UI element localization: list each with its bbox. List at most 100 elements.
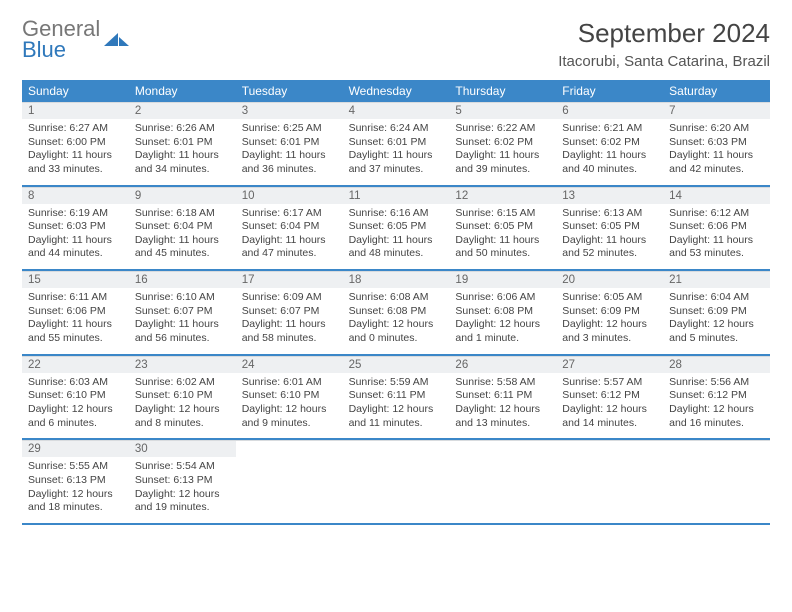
day-cell: Sunrise: 6:22 AMSunset: 6:02 PMDaylight:…: [449, 119, 556, 185]
day-number: 9: [129, 188, 236, 204]
sunrise-line: Sunrise: 5:59 AM: [349, 376, 444, 390]
sunset-line: Sunset: 6:13 PM: [28, 474, 123, 488]
day-number: 20: [556, 272, 663, 288]
sunrise-line: Sunrise: 6:17 AM: [242, 207, 337, 221]
daylight-line: Daylight: 12 hours and 0 minutes.: [349, 318, 444, 345]
day-cell: Sunrise: 6:19 AMSunset: 6:03 PMDaylight:…: [22, 204, 129, 270]
sunrise-line: Sunrise: 5:57 AM: [562, 376, 657, 390]
sunrise-line: Sunrise: 6:08 AM: [349, 291, 444, 305]
sunset-line: Sunset: 6:09 PM: [669, 305, 764, 319]
daylight-line: Daylight: 11 hours and 39 minutes.: [455, 149, 550, 176]
daylight-line: Daylight: 12 hours and 9 minutes.: [242, 403, 337, 430]
logo-word-2: Blue: [22, 39, 100, 61]
day-cell: Sunrise: 6:15 AMSunset: 6:05 PMDaylight:…: [449, 204, 556, 270]
day-number: 23: [129, 357, 236, 373]
sunrise-line: Sunrise: 6:25 AM: [242, 122, 337, 136]
day-cell: Sunrise: 6:13 AMSunset: 6:05 PMDaylight:…: [556, 204, 663, 270]
day-number: 11: [343, 188, 450, 204]
day-cell: Sunrise: 6:04 AMSunset: 6:09 PMDaylight:…: [663, 288, 770, 354]
sunrise-line: Sunrise: 6:12 AM: [669, 207, 764, 221]
weekday-col: Tuesday: [236, 80, 343, 102]
daylight-line: Daylight: 12 hours and 16 minutes.: [669, 403, 764, 430]
sunset-line: Sunset: 6:05 PM: [349, 220, 444, 234]
daylight-line: Daylight: 11 hours and 40 minutes.: [562, 149, 657, 176]
day-cell: Sunrise: 6:20 AMSunset: 6:03 PMDaylight:…: [663, 119, 770, 185]
sunset-line: Sunset: 6:11 PM: [455, 389, 550, 403]
day-number: 22: [22, 357, 129, 373]
day-number: 17: [236, 272, 343, 288]
sunrise-line: Sunrise: 6:16 AM: [349, 207, 444, 221]
day-number: 6: [556, 103, 663, 119]
location: Itacorubi, Santa Catarina, Brazil: [558, 53, 770, 70]
title-block: September 2024 Itacorubi, Santa Catarina…: [558, 18, 770, 70]
day-number: [556, 441, 663, 457]
daylight-line: Daylight: 12 hours and 19 minutes.: [135, 488, 230, 515]
day-number: 3: [236, 103, 343, 119]
daylight-line: Daylight: 11 hours and 33 minutes.: [28, 149, 123, 176]
sunset-line: Sunset: 6:11 PM: [349, 389, 444, 403]
day-cell: Sunrise: 6:12 AMSunset: 6:06 PMDaylight:…: [663, 204, 770, 270]
day-number: 28: [663, 357, 770, 373]
day-number: 10: [236, 188, 343, 204]
daylight-line: Daylight: 11 hours and 50 minutes.: [455, 234, 550, 261]
weekday-col: Sunday: [22, 80, 129, 102]
sunset-line: Sunset: 6:07 PM: [242, 305, 337, 319]
header: General Blue September 2024 Itacorubi, S…: [22, 18, 770, 70]
sunset-line: Sunset: 6:13 PM: [135, 474, 230, 488]
daylight-line: Daylight: 12 hours and 13 minutes.: [455, 403, 550, 430]
weekday-col: Thursday: [449, 80, 556, 102]
sunset-line: Sunset: 6:10 PM: [135, 389, 230, 403]
sunset-line: Sunset: 6:02 PM: [562, 136, 657, 150]
sunset-line: Sunset: 6:03 PM: [28, 220, 123, 234]
day-cell: Sunrise: 6:06 AMSunset: 6:08 PMDaylight:…: [449, 288, 556, 354]
week-row: Sunrise: 6:19 AMSunset: 6:03 PMDaylight:…: [22, 204, 770, 272]
daylight-line: Daylight: 11 hours and 55 minutes.: [28, 318, 123, 345]
day-cell: Sunrise: 5:56 AMSunset: 6:12 PMDaylight:…: [663, 373, 770, 439]
day-number: 4: [343, 103, 450, 119]
day-number: 14: [663, 188, 770, 204]
sunrise-line: Sunrise: 5:54 AM: [135, 460, 230, 474]
calendar-page: General Blue September 2024 Itacorubi, S…: [0, 0, 792, 543]
day-cell: [556, 457, 663, 523]
sunset-line: Sunset: 6:05 PM: [455, 220, 550, 234]
day-number: 27: [556, 357, 663, 373]
logo: General Blue: [22, 18, 130, 61]
daylight-line: Daylight: 11 hours and 36 minutes.: [242, 149, 337, 176]
sunrise-line: Sunrise: 6:05 AM: [562, 291, 657, 305]
daylight-line: Daylight: 12 hours and 1 minute.: [455, 318, 550, 345]
day-number: 19: [449, 272, 556, 288]
sunrise-line: Sunrise: 6:22 AM: [455, 122, 550, 136]
day-cell: Sunrise: 6:11 AMSunset: 6:06 PMDaylight:…: [22, 288, 129, 354]
day-number: 18: [343, 272, 450, 288]
logo-text-block: General Blue: [22, 18, 100, 61]
calendar-body: 1234567Sunrise: 6:27 AMSunset: 6:00 PMDa…: [22, 102, 770, 525]
daylight-line: Daylight: 11 hours and 45 minutes.: [135, 234, 230, 261]
day-cell: Sunrise: 5:57 AMSunset: 6:12 PMDaylight:…: [556, 373, 663, 439]
daylight-line: Daylight: 11 hours and 48 minutes.: [349, 234, 444, 261]
weekday-header: Sunday Monday Tuesday Wednesday Thursday…: [22, 80, 770, 102]
day-cell: [236, 457, 343, 523]
day-number: 12: [449, 188, 556, 204]
sunset-line: Sunset: 6:12 PM: [669, 389, 764, 403]
sunrise-line: Sunrise: 6:02 AM: [135, 376, 230, 390]
day-cell: Sunrise: 5:54 AMSunset: 6:13 PMDaylight:…: [129, 457, 236, 523]
day-cell: Sunrise: 6:27 AMSunset: 6:00 PMDaylight:…: [22, 119, 129, 185]
sunset-line: Sunset: 6:04 PM: [135, 220, 230, 234]
sunset-line: Sunset: 6:12 PM: [562, 389, 657, 403]
day-cell: Sunrise: 6:17 AMSunset: 6:04 PMDaylight:…: [236, 204, 343, 270]
sunset-line: Sunset: 6:00 PM: [28, 136, 123, 150]
day-number: 13: [556, 188, 663, 204]
day-number-row: 22232425262728: [22, 356, 770, 373]
day-cell: [343, 457, 450, 523]
daylight-line: Daylight: 12 hours and 11 minutes.: [349, 403, 444, 430]
sunrise-line: Sunrise: 6:01 AM: [242, 376, 337, 390]
day-cell: Sunrise: 5:55 AMSunset: 6:13 PMDaylight:…: [22, 457, 129, 523]
sunrise-line: Sunrise: 6:21 AM: [562, 122, 657, 136]
sunset-line: Sunset: 6:09 PM: [562, 305, 657, 319]
sunrise-line: Sunrise: 6:10 AM: [135, 291, 230, 305]
day-number: 25: [343, 357, 450, 373]
day-cell: Sunrise: 5:58 AMSunset: 6:11 PMDaylight:…: [449, 373, 556, 439]
day-cell: Sunrise: 6:18 AMSunset: 6:04 PMDaylight:…: [129, 204, 236, 270]
weekday-col: Wednesday: [343, 80, 450, 102]
day-cell: Sunrise: 6:25 AMSunset: 6:01 PMDaylight:…: [236, 119, 343, 185]
